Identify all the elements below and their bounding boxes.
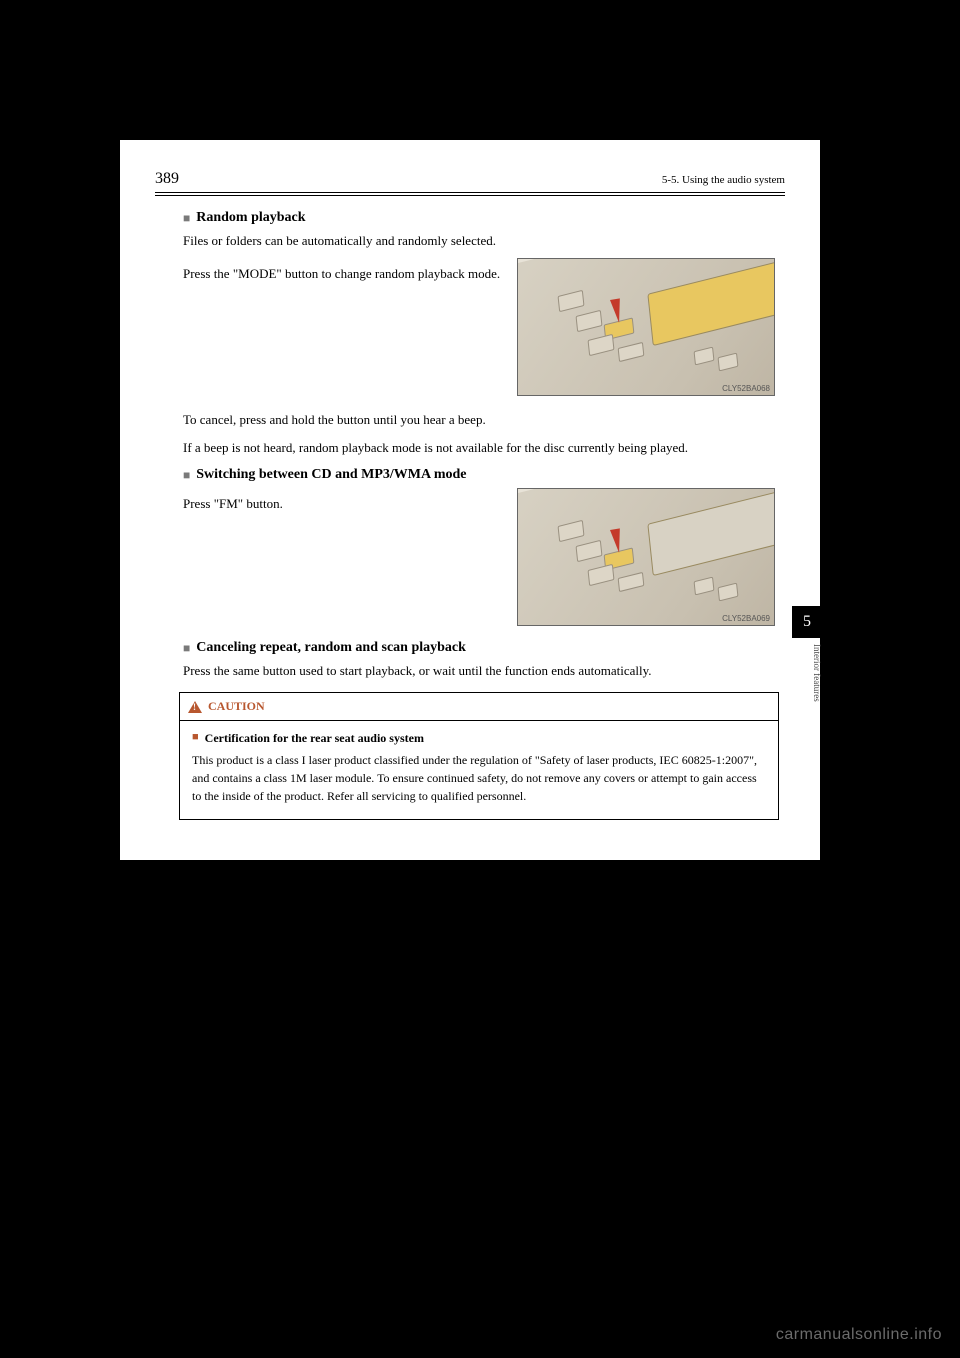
caution-text: This product is a class I laser product … xyxy=(192,751,766,805)
bullet-icon: ■ xyxy=(183,467,190,484)
note-line: To cancel, press and hold the button unt… xyxy=(183,410,775,430)
topic-title: Switching between CD and MP3/WMA mode xyxy=(196,467,466,483)
topic-title: Random playback xyxy=(196,210,305,226)
manual-page: 389 5-5. Using the audio system ■ Random… xyxy=(120,140,820,860)
instruction-image: CLY52BA068 xyxy=(517,258,775,396)
dashboard-illustration: CLY52BA069 xyxy=(517,488,775,626)
topic-intro: Files or folders can be automatically an… xyxy=(183,231,775,251)
chapter-label: Interior features xyxy=(792,640,822,702)
note-line: If a beep is not heard, random playback … xyxy=(183,438,775,458)
topic-body: Press the same button used to start play… xyxy=(183,661,775,681)
section-heading: 5-5. Using the audio system xyxy=(662,174,785,186)
caution-box: CAUTION ■ Certification for the rear sea… xyxy=(179,692,779,820)
instruction-image: CLY52BA069 xyxy=(517,488,775,626)
topic-row: ■ Canceling repeat, random and scan play… xyxy=(183,640,775,657)
instruction: Press the "MODE" button to change random… xyxy=(183,264,501,284)
caution-header: CAUTION xyxy=(180,693,778,721)
divider xyxy=(155,195,785,196)
instruction-block: Press "FM" button. xyxy=(183,488,775,626)
caution-topic: Certification for the rear seat audio sy… xyxy=(205,729,424,747)
instruction-block: Press the "MODE" button to change random… xyxy=(183,258,775,396)
dashboard-illustration: CLY52BA068 xyxy=(517,258,775,396)
image-id: CLY52BA068 xyxy=(722,384,770,393)
bullet-icon: ■ xyxy=(192,729,199,746)
page-number: 389 xyxy=(155,170,179,188)
topic-row: ■ Random playback xyxy=(183,210,775,227)
topic-title: Canceling repeat, random and scan playba… xyxy=(196,640,466,656)
image-id: CLY52BA069 xyxy=(722,614,770,623)
watermark: carmanualsonline.info xyxy=(776,1326,942,1344)
topic-row: ■ Switching between CD and MP3/WMA mode xyxy=(183,467,775,484)
chapter-tab: 5 xyxy=(792,606,822,638)
instruction-text: Press the "MODE" button to change random… xyxy=(183,258,501,396)
page-content: ■ Random playback Files or folders can b… xyxy=(155,210,785,820)
instruction: Press "FM" button. xyxy=(183,494,501,514)
bullet-icon: ■ xyxy=(183,640,190,657)
page-header: 389 5-5. Using the audio system xyxy=(155,170,785,193)
bullet-icon: ■ xyxy=(183,210,190,227)
caution-label: CAUTION xyxy=(208,699,265,714)
warning-icon xyxy=(188,701,202,713)
caution-body: ■ Certification for the rear seat audio … xyxy=(180,721,778,819)
instruction-text: Press "FM" button. xyxy=(183,488,501,626)
